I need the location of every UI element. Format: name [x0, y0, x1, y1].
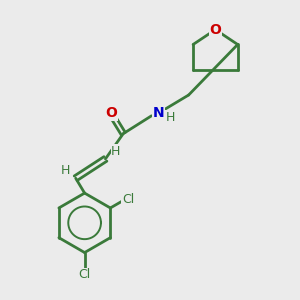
- Text: H: H: [61, 164, 70, 177]
- Text: H: H: [166, 111, 176, 124]
- Text: N: N: [153, 106, 165, 120]
- Text: H: H: [111, 145, 121, 158]
- Text: Cl: Cl: [122, 193, 134, 206]
- Text: O: O: [105, 106, 117, 120]
- Text: Cl: Cl: [79, 268, 91, 281]
- Text: O: O: [209, 22, 221, 37]
